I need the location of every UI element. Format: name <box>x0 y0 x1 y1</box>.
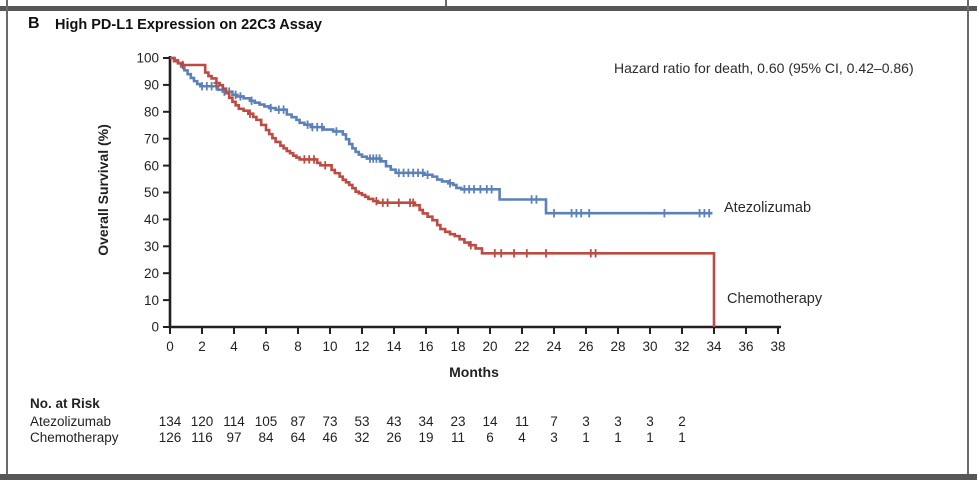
y-tick-label: 40 <box>144 212 159 227</box>
y-tick-label: 100 <box>136 51 159 66</box>
curve-atezolizumab <box>170 56 713 215</box>
x-tick-label: 20 <box>482 339 497 354</box>
risk-value: 120 <box>190 414 214 429</box>
bottom-rule <box>0 474 977 480</box>
figure-left-border <box>6 0 8 474</box>
risk-value: 26 <box>386 430 402 445</box>
risk-value: 1 <box>646 430 654 445</box>
x-tick-label: 36 <box>738 339 753 354</box>
risk-value: 1 <box>582 430 590 445</box>
risk-value: 34 <box>418 414 434 429</box>
number-at-risk-table: No. at Risk Atezolizumab Chemotherapy 13… <box>0 396 977 452</box>
x-tick-label: 26 <box>578 339 593 354</box>
y-tick-label: 20 <box>144 266 159 281</box>
series-label-atezolizumab: Atezolizumab <box>724 200 812 216</box>
x-tick-label: 6 <box>262 339 270 354</box>
x-tick-label: 38 <box>770 339 785 354</box>
x-tick-label: 24 <box>546 339 562 354</box>
x-axis-label: Months <box>449 364 499 380</box>
x-tick-label: 28 <box>610 339 625 354</box>
risk-value: 105 <box>254 414 278 429</box>
y-tick-label: 60 <box>144 158 159 173</box>
risk-value: 2 <box>678 414 686 429</box>
risk-row-label-atezolizumab: Atezolizumab <box>30 414 112 429</box>
x-tick-label: 12 <box>354 339 369 354</box>
x-tick-label: 34 <box>706 339 722 354</box>
risk-value: 73 <box>322 414 338 429</box>
risk-value: 126 <box>158 430 182 445</box>
x-tick-label: 0 <box>166 339 174 354</box>
x-tick-label: 2 <box>198 339 206 354</box>
risk-value: 87 <box>290 414 306 429</box>
y-axis-label: Overall Survival (%) <box>95 124 111 256</box>
x-tick-label: 16 <box>418 339 433 354</box>
x-tick-label: 18 <box>450 339 465 354</box>
top-rule <box>0 6 977 11</box>
panel-title: High PD-L1 Expression on 22C3 Assay <box>55 17 322 33</box>
risk-value: 7 <box>550 414 558 429</box>
risk-value: 84 <box>258 430 274 445</box>
risk-value: 3 <box>582 414 590 429</box>
risk-value: 1 <box>678 430 686 445</box>
upper-panel-divider-stub <box>445 0 447 6</box>
risk-row-label-chemotherapy: Chemotherapy <box>30 430 119 445</box>
x-tick-label: 8 <box>294 339 302 354</box>
risk-value: 11 <box>450 430 465 445</box>
y-tick-label: 90 <box>144 78 159 93</box>
hazard-ratio-annotation: Hazard ratio for death, 0.60 (95% CI, 0.… <box>614 60 914 76</box>
risk-value: 3 <box>550 430 558 445</box>
panel-letter: B <box>28 15 40 32</box>
y-tick-label: 50 <box>144 185 159 200</box>
risk-value: 32 <box>354 430 370 445</box>
risk-value: 19 <box>418 430 434 445</box>
figure-right-border <box>967 0 969 474</box>
y-tick-label: 70 <box>144 131 159 146</box>
risk-value: 3 <box>614 414 622 429</box>
curve-chemotherapy <box>170 56 716 327</box>
risk-value: 114 <box>223 414 245 429</box>
x-tick-label: 22 <box>514 339 529 354</box>
y-tick-label: 10 <box>144 293 159 308</box>
risk-table-title: No. at Risk <box>30 396 100 411</box>
risk-value: 14 <box>482 414 498 429</box>
risk-value: 4 <box>518 430 526 445</box>
y-tick-label: 0 <box>151 320 159 335</box>
x-tick-label: 4 <box>230 339 238 354</box>
risk-value: 46 <box>322 430 338 445</box>
risk-values-grid: 134 120 114 105 87 73 53 43 34 23 14 11 7 3 3 3 2 126 116 9… <box>0 396 977 452</box>
x-tick-label: 30 <box>642 339 657 354</box>
risk-value: 134 <box>158 414 182 429</box>
risk-value: 3 <box>646 414 654 429</box>
y-tick-label: 80 <box>144 105 159 120</box>
x-tick-label: 32 <box>674 339 689 354</box>
series-label-chemotherapy: Chemotherapy <box>727 291 823 307</box>
risk-value: 53 <box>354 414 370 429</box>
risk-value: 43 <box>386 414 402 429</box>
x-tick-label: 10 <box>322 339 337 354</box>
x-tick-label: 14 <box>386 339 402 354</box>
risk-value: 23 <box>450 414 466 429</box>
risk-value: 64 <box>290 430 306 445</box>
risk-value: 6 <box>486 430 494 445</box>
risk-value: 1 <box>614 430 622 445</box>
y-tick-label: 30 <box>144 239 159 254</box>
risk-value: 116 <box>191 430 213 445</box>
risk-value: 97 <box>226 430 242 445</box>
risk-value: 11 <box>514 414 529 429</box>
